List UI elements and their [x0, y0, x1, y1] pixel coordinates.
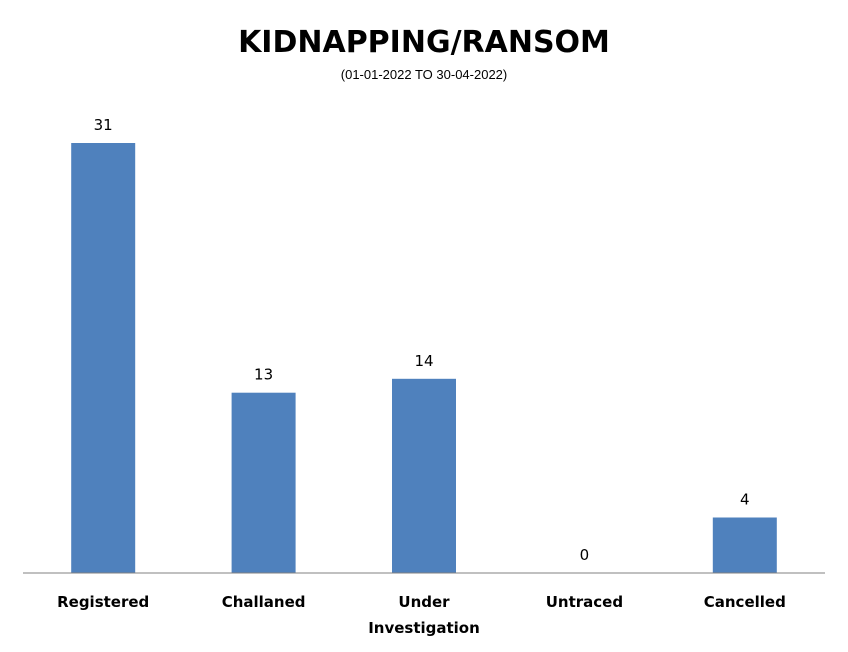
x-tick-label-line: Challaned: [222, 593, 306, 611]
bar-4: [712, 517, 777, 573]
bar-0: [71, 143, 136, 573]
x-tick-label-4: Cancelled: [704, 593, 786, 611]
x-tick-label-line: Investigation: [368, 619, 480, 637]
bar-1: [231, 392, 296, 573]
bars-group: [71, 143, 777, 573]
x-tick-label-3: Untraced: [546, 593, 623, 611]
chart-title: KIDNAPPING/RANSOM: [238, 25, 610, 60]
data-label-3: 0: [580, 546, 590, 564]
data-label-0: 31: [94, 116, 113, 134]
x-tick-label-line: Untraced: [546, 593, 623, 611]
data-label-4: 4: [740, 491, 750, 509]
x-tick-label-line: Registered: [57, 593, 149, 611]
data-label-2: 14: [414, 352, 433, 370]
chart-subtitle: (01-01-2022 TO 30-04-2022): [341, 67, 507, 82]
value-labels-group: 31 13 14 0 4: [94, 116, 750, 564]
x-tick-label-2: Under Investigation: [368, 593, 480, 637]
data-label-1: 13: [254, 366, 273, 384]
x-tick-label-0: Registered: [57, 593, 149, 611]
x-tick-label-line: Cancelled: [704, 593, 786, 611]
x-tick-labels-group: Registered Challaned Under Investigation Unt…: [57, 593, 786, 637]
x-tick-label-1: Challaned: [222, 593, 306, 611]
x-tick-label-line: Under: [398, 593, 450, 611]
bar-2: [392, 378, 456, 573]
